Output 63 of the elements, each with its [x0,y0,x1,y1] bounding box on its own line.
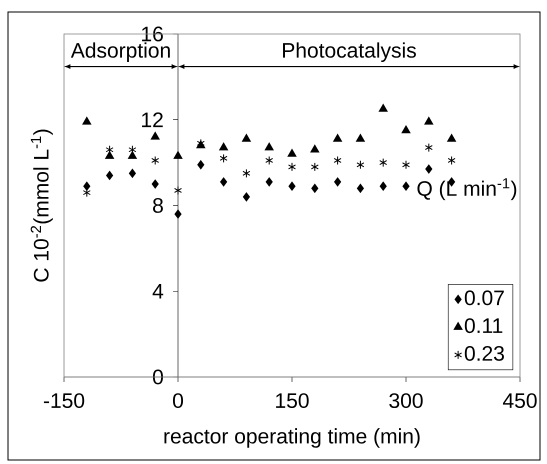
point [83,182,90,191]
point [174,210,182,219]
x-tick-label: -150 [44,393,84,408]
point [220,154,228,163]
x-tick-label: 450 [502,393,537,408]
x-axis-title: reactor operating time (min) [164,428,420,448]
point [356,160,364,170]
x-tick-label: 0 [172,393,184,408]
point [152,180,159,189]
point [174,151,182,159]
point [334,156,342,165]
point [266,177,273,186]
point [150,132,160,140]
point [264,142,274,150]
y-axis-title: C 10$^{-2}$(mmol L$^{-1}$) [30,130,53,282]
point [425,164,432,174]
point [402,160,410,170]
y-tick-label: 16 [142,26,163,42]
point [219,142,228,150]
point [334,177,342,186]
legend-label: 0.07 [464,290,504,306]
point [197,160,204,170]
point [424,143,433,152]
point [128,168,136,178]
y-tick-label: 8 [153,198,163,213]
point [311,184,318,193]
point [82,116,92,125]
point [448,156,456,165]
point [128,151,137,159]
point [447,134,456,142]
x-tick-label: 300 [389,393,423,408]
point [105,151,114,159]
point [333,134,342,142]
annotation: Photocatalysis [283,42,416,62]
annotation: Adsorption [70,42,170,62]
point [242,168,250,178]
point [356,134,365,142]
point [378,104,388,112]
point [151,156,160,165]
point [174,186,182,195]
point [265,156,274,165]
point [402,182,410,191]
point [380,182,387,191]
point [220,177,228,186]
point [288,149,296,157]
legend-label: 0.11 [464,318,502,334]
point [242,192,250,202]
point [310,144,320,152]
point [356,184,364,193]
point [242,134,251,142]
point [379,158,388,168]
legend-title: Q (L min$^{-1}$) [417,178,516,200]
point [424,116,434,125]
y-tick-label: 0 [152,370,163,384]
x-tick-label: 150 [276,393,309,408]
point [288,182,296,191]
point [288,162,296,172]
y-tick-label: 12 [142,112,163,128]
point [106,170,114,180]
point [402,125,410,134]
y-tick-label: 4 [152,284,164,298]
legend-label: 0.23 [464,346,504,361]
point [310,162,319,172]
